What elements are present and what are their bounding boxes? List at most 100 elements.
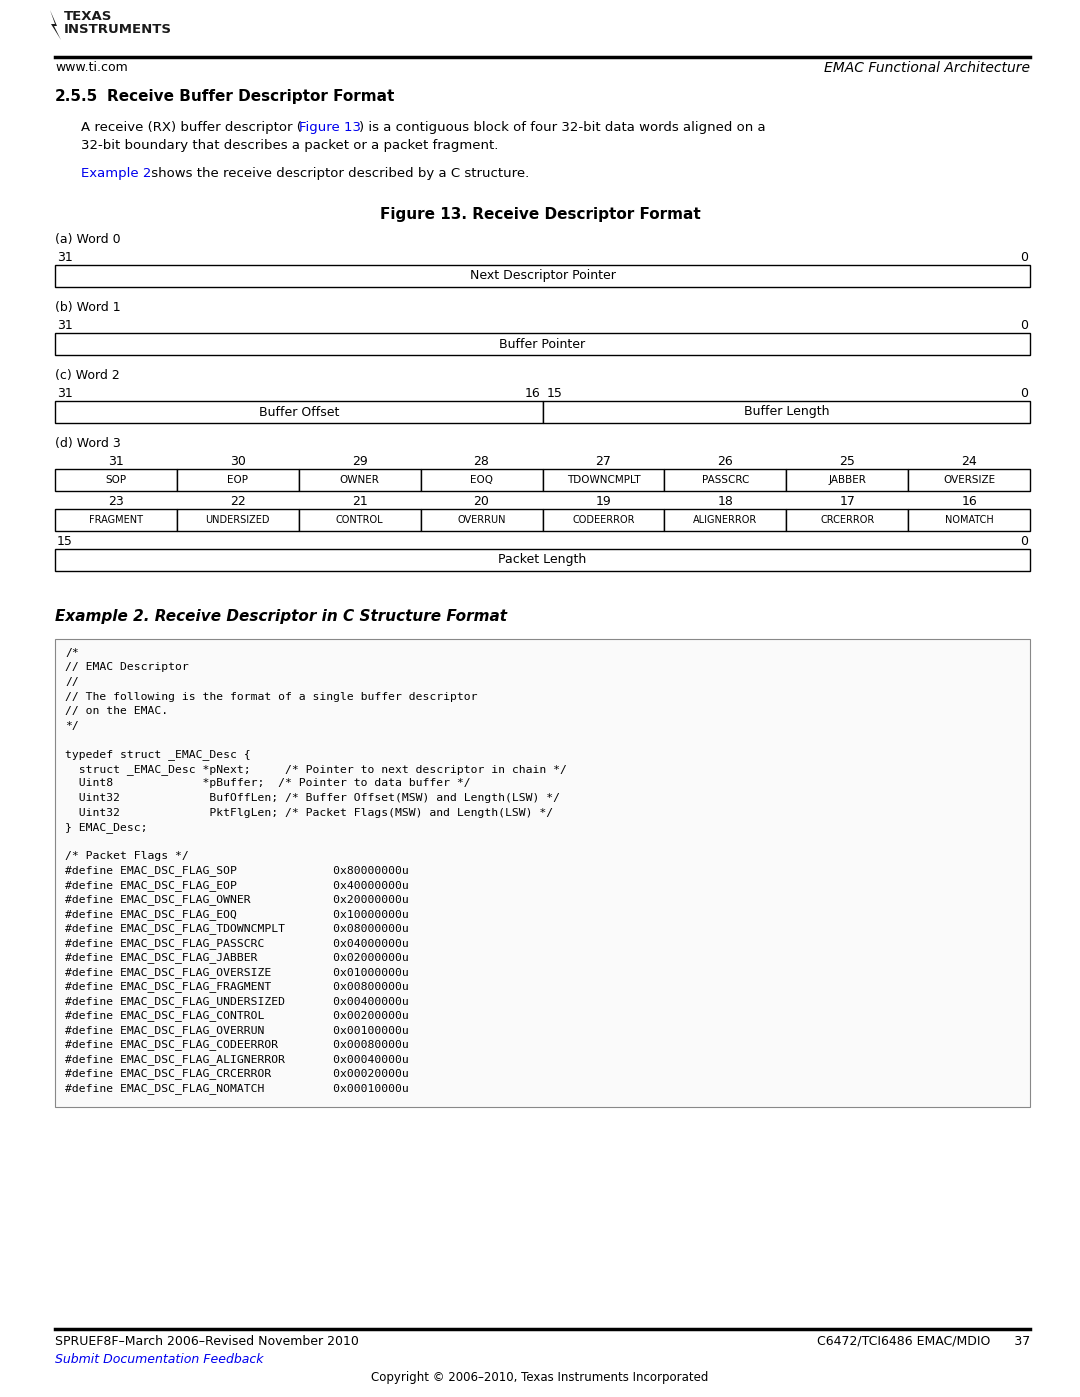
Text: /* Packet Flags */: /* Packet Flags */: [65, 851, 189, 861]
Text: Packet Length: Packet Length: [498, 553, 586, 567]
Bar: [55, 509, 177, 531]
Text: //: //: [65, 678, 79, 687]
Text: (d) Word 3: (d) Word 3: [55, 437, 121, 450]
Text: UNDERSIZED: UNDERSIZED: [205, 515, 270, 525]
Text: OVERSIZE: OVERSIZE: [943, 475, 995, 485]
Bar: [420, 509, 542, 531]
Text: 15: 15: [546, 387, 563, 400]
Text: 31: 31: [57, 319, 72, 332]
Text: CRCERROR: CRCERROR: [820, 515, 875, 525]
Text: C6472/TCI6486 EMAC/MDIO      37: C6472/TCI6486 EMAC/MDIO 37: [816, 1336, 1030, 1348]
Text: // The following is the format of a single buffer descriptor: // The following is the format of a sing…: [65, 692, 477, 701]
Text: Example 2. Receive Descriptor in C Structure Format: Example 2. Receive Descriptor in C Struc…: [55, 609, 507, 624]
Bar: [664, 509, 786, 531]
Text: Uint32             BufOffLen; /* Buffer Offset(MSW) and Length(LSW) */: Uint32 BufOffLen; /* Buffer Offset(MSW) …: [65, 793, 561, 803]
Text: SOP: SOP: [106, 475, 126, 485]
Text: 17: 17: [839, 495, 855, 509]
Text: FRAGMENT: FRAGMENT: [89, 515, 143, 525]
Bar: [786, 509, 908, 531]
Text: 24: 24: [961, 455, 977, 468]
Bar: [542, 401, 1030, 423]
Text: Submit Documentation Feedback: Submit Documentation Feedback: [55, 1354, 264, 1366]
Bar: [299, 509, 420, 531]
Text: Example 2: Example 2: [81, 168, 151, 180]
Bar: [542, 469, 664, 490]
Text: Next Descriptor Pointer: Next Descriptor Pointer: [470, 270, 616, 282]
Bar: [542, 509, 664, 531]
Text: 16: 16: [525, 387, 540, 400]
Text: 0: 0: [1020, 319, 1028, 332]
Bar: [908, 469, 1030, 490]
Text: TDOWNCMPLT: TDOWNCMPLT: [567, 475, 640, 485]
Bar: [420, 469, 542, 490]
Bar: [177, 469, 299, 490]
Text: 25: 25: [839, 455, 855, 468]
Text: #define EMAC_DSC_FLAG_NOMATCH          0x00010000u: #define EMAC_DSC_FLAG_NOMATCH 0x00010000…: [65, 1083, 408, 1094]
Text: #define EMAC_DSC_FLAG_SOP              0x80000000u: #define EMAC_DSC_FLAG_SOP 0x80000000u: [65, 866, 408, 876]
Text: #define EMAC_DSC_FLAG_EOP              0x40000000u: #define EMAC_DSC_FLAG_EOP 0x40000000u: [65, 880, 408, 891]
Text: #define EMAC_DSC_FLAG_TDOWNCMPLT       0x08000000u: #define EMAC_DSC_FLAG_TDOWNCMPLT 0x08000…: [65, 923, 408, 935]
Text: ) is a contiguous block of four 32-bit data words aligned on a: ) is a contiguous block of four 32-bit d…: [359, 122, 766, 134]
Text: 16: 16: [961, 495, 977, 509]
Text: Receive Buffer Descriptor Format: Receive Buffer Descriptor Format: [107, 89, 394, 103]
Text: #define EMAC_DSC_FLAG_FRAGMENT         0x00800000u: #define EMAC_DSC_FLAG_FRAGMENT 0x0080000…: [65, 982, 408, 992]
Text: OWNER: OWNER: [340, 475, 380, 485]
Text: A receive (RX) buffer descriptor (: A receive (RX) buffer descriptor (: [81, 122, 302, 134]
Text: #define EMAC_DSC_FLAG_PASSCRC          0x04000000u: #define EMAC_DSC_FLAG_PASSCRC 0x04000000…: [65, 937, 408, 949]
Text: 0: 0: [1020, 251, 1028, 264]
Text: Buffer Pointer: Buffer Pointer: [499, 338, 585, 351]
Text: 15: 15: [57, 535, 72, 548]
Text: #define EMAC_DSC_FLAG_CONTROL          0x00200000u: #define EMAC_DSC_FLAG_CONTROL 0x00200000…: [65, 1010, 408, 1021]
Text: Figure 13: Figure 13: [299, 122, 361, 134]
Bar: [55, 332, 1030, 355]
Text: Copyright © 2006–2010, Texas Instruments Incorporated: Copyright © 2006–2010, Texas Instruments…: [372, 1370, 708, 1384]
Bar: [299, 469, 420, 490]
Bar: [664, 469, 786, 490]
Text: 21: 21: [352, 495, 367, 509]
Text: struct _EMAC_Desc *pNext;     /* Pointer to next descriptor in chain */: struct _EMAC_Desc *pNext; /* Pointer to …: [65, 764, 567, 775]
Text: 31: 31: [57, 387, 72, 400]
Text: /*: /*: [65, 648, 79, 658]
Text: EOQ: EOQ: [470, 475, 494, 485]
Text: 29: 29: [352, 455, 367, 468]
Text: INSTRUMENTS: INSTRUMENTS: [64, 22, 172, 36]
Text: 20: 20: [474, 495, 489, 509]
Text: 19: 19: [595, 495, 611, 509]
Text: 30: 30: [230, 455, 246, 468]
Text: } EMAC_Desc;: } EMAC_Desc;: [65, 821, 148, 833]
Text: typedef struct _EMAC_Desc {: typedef struct _EMAC_Desc {: [65, 750, 251, 760]
Text: 31: 31: [57, 251, 72, 264]
Bar: [786, 469, 908, 490]
Text: #define EMAC_DSC_FLAG_OWNER            0x20000000u: #define EMAC_DSC_FLAG_OWNER 0x20000000u: [65, 894, 408, 905]
Text: // on the EMAC.: // on the EMAC.: [65, 705, 168, 717]
Text: JABBER: JABBER: [828, 475, 866, 485]
Text: 18: 18: [717, 495, 733, 509]
Text: // EMAC Descriptor: // EMAC Descriptor: [65, 662, 189, 672]
Text: (c) Word 2: (c) Word 2: [55, 369, 120, 381]
Text: OVERRUN: OVERRUN: [457, 515, 505, 525]
Text: 32-bit boundary that describes a packet or a packet fragment.: 32-bit boundary that describes a packet …: [81, 138, 498, 152]
Text: Uint8             *pBuffer;  /* Pointer to data buffer */: Uint8 *pBuffer; /* Pointer to data buffe…: [65, 778, 471, 788]
Polygon shape: [50, 10, 60, 41]
Text: SPRUEF8F–March 2006–Revised November 2010: SPRUEF8F–March 2006–Revised November 201…: [55, 1336, 359, 1348]
Text: #define EMAC_DSC_FLAG_OVERSIZE         0x01000000u: #define EMAC_DSC_FLAG_OVERSIZE 0x0100000…: [65, 967, 408, 978]
Text: CONTROL: CONTROL: [336, 515, 383, 525]
Text: PASSCRC: PASSCRC: [702, 475, 750, 485]
Text: CODEERROR: CODEERROR: [572, 515, 635, 525]
Text: shows the receive descriptor described by a C structure.: shows the receive descriptor described b…: [147, 168, 529, 180]
Bar: [177, 509, 299, 531]
Text: Buffer Length: Buffer Length: [743, 405, 829, 419]
Text: #define EMAC_DSC_FLAG_OVERRUN          0x00100000u: #define EMAC_DSC_FLAG_OVERRUN 0x00100000…: [65, 1025, 408, 1037]
Text: EOP: EOP: [227, 475, 248, 485]
Text: 31: 31: [108, 455, 124, 468]
Text: #define EMAC_DSC_FLAG_JABBER           0x02000000u: #define EMAC_DSC_FLAG_JABBER 0x02000000u: [65, 953, 408, 964]
Text: #define EMAC_DSC_FLAG_UNDERSIZED       0x00400000u: #define EMAC_DSC_FLAG_UNDERSIZED 0x00400…: [65, 996, 408, 1007]
Text: 26: 26: [717, 455, 733, 468]
Text: #define EMAC_DSC_FLAG_CODEERROR        0x00080000u: #define EMAC_DSC_FLAG_CODEERROR 0x000800…: [65, 1039, 408, 1051]
Text: #define EMAC_DSC_FLAG_ALIGNERROR       0x00040000u: #define EMAC_DSC_FLAG_ALIGNERROR 0x00040…: [65, 1053, 408, 1065]
Text: 2.5.5: 2.5.5: [55, 89, 98, 103]
Text: #define EMAC_DSC_FLAG_CRCERROR         0x00020000u: #define EMAC_DSC_FLAG_CRCERROR 0x0002000…: [65, 1069, 408, 1080]
Text: 0: 0: [1020, 535, 1028, 548]
Text: 0: 0: [1020, 387, 1028, 400]
Text: Buffer Offset: Buffer Offset: [258, 405, 339, 419]
